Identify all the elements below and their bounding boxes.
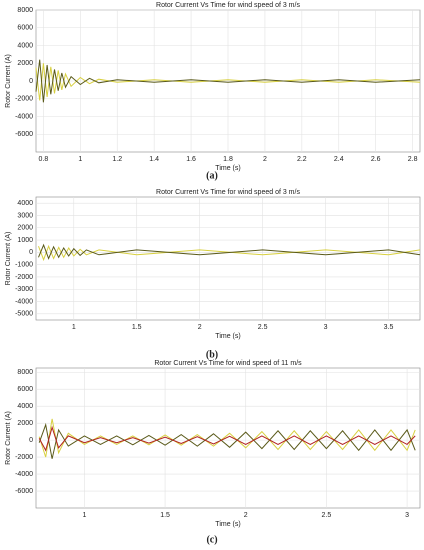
y-tick-label: 2000 (17, 420, 33, 427)
x-tick-label: 2 (263, 156, 267, 163)
series-line (38, 418, 416, 458)
y-tick-label: -5000 (15, 311, 33, 318)
x-tick-label: 1.6 (186, 156, 196, 163)
y-axis-label: Rotor Current (A) (5, 232, 12, 286)
x-tick-label: 1.5 (132, 324, 142, 331)
y-tick-label: -3000 (15, 286, 33, 293)
y-tick-label: -2000 (15, 274, 33, 281)
chart-title: Rotor Current Vs Time for wind speed of … (156, 2, 300, 9)
y-tick-label: -6000 (15, 131, 33, 138)
caption: (a) (206, 170, 218, 181)
y-tick-label: -4000 (15, 471, 33, 478)
x-axis-label: Time (s) (215, 165, 240, 172)
x-tick-label: 2 (198, 324, 202, 331)
x-tick-label: 3.5 (384, 324, 394, 331)
y-tick-label: 0 (29, 437, 33, 444)
y-tick-label: 0 (29, 78, 33, 85)
y-tick-label: -2000 (15, 454, 33, 461)
y-tick-label: -4000 (15, 113, 33, 120)
y-tick-label: 4000 (17, 200, 33, 207)
x-tick-label: 2.4 (334, 156, 344, 163)
y-tick-label: 1000 (17, 237, 33, 244)
y-tick-label: 3000 (17, 212, 33, 219)
y-tick-label: -1000 (15, 261, 33, 268)
y-tick-label: -2000 (15, 96, 33, 103)
x-tick-label: 1.4 (149, 156, 159, 163)
x-tick-label: 2.5 (258, 324, 268, 331)
x-tick-label: 1 (72, 324, 76, 331)
caption: (b) (206, 349, 218, 360)
caption: (c) (206, 534, 217, 545)
x-tick-label: 2.5 (322, 512, 332, 519)
x-tick-label: 2 (244, 512, 248, 519)
y-tick-label: 8000 (17, 7, 33, 14)
y-axis-label: Rotor Current (A) (5, 411, 12, 465)
y-tick-label: -4000 (15, 298, 33, 305)
y-tick-label: 8000 (17, 369, 33, 376)
x-axis-label: Time (s) (215, 333, 240, 340)
y-tick-label: 6000 (17, 25, 33, 32)
y-tick-label: 4000 (17, 403, 33, 410)
plot-area (35, 196, 421, 321)
y-tick-label: 2000 (17, 60, 33, 67)
x-tick-label: 1.2 (112, 156, 122, 163)
x-tick-label: 3 (324, 324, 328, 331)
x-tick-label: 0.8 (39, 156, 49, 163)
series-line (38, 244, 421, 262)
series-line (38, 425, 416, 452)
series-line (38, 422, 416, 459)
chart-title: Rotor Current Vs Time for wind speed of … (154, 360, 302, 367)
x-tick-label: 1.5 (160, 512, 170, 519)
chart-title: Rotor Current Vs Time for wind speed of … (156, 189, 300, 196)
x-tick-label: 2.8 (408, 156, 418, 163)
x-axis-label: Time (s) (215, 521, 240, 528)
x-tick-label: 3 (405, 512, 409, 519)
x-tick-label: 1.8 (223, 156, 233, 163)
x-tick-label: 2.6 (371, 156, 381, 163)
y-tick-label: 6000 (17, 386, 33, 393)
y-axis-label: Rotor Current (A) (5, 54, 12, 108)
y-tick-label: 0 (29, 249, 33, 256)
x-tick-label: 1 (82, 512, 86, 519)
y-tick-label: 2000 (17, 225, 33, 232)
series-line (35, 59, 421, 103)
x-tick-label: 2.2 (297, 156, 307, 163)
y-tick-label: 4000 (17, 42, 33, 49)
y-tick-label: -6000 (15, 488, 33, 495)
x-tick-label: 1 (78, 156, 82, 163)
series-line (38, 243, 421, 260)
